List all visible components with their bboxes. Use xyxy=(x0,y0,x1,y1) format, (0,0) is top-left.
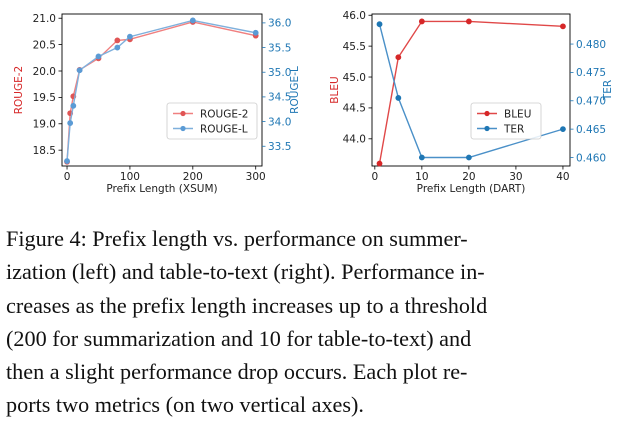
right-tick-label: 35.0 xyxy=(268,67,291,79)
data-point-ter xyxy=(376,21,383,28)
right-tick-label: 35.5 xyxy=(268,42,291,54)
data-point-rouge-l xyxy=(64,158,70,164)
data-point-rouge-l xyxy=(127,33,133,40)
legend-label: ROUGE-L xyxy=(200,123,248,135)
x-axis-label: Prefix Length (DART) xyxy=(417,183,526,195)
x-tick-label: 200 xyxy=(183,171,203,183)
caption-line: creases as the prefix length increases u… xyxy=(6,292,488,318)
data-point-rouge-l xyxy=(252,29,259,36)
data-point-ter xyxy=(418,154,425,161)
caption-line: ports two metrics (on two vertical axes)… xyxy=(6,392,364,418)
left-tick-label: 20.0 xyxy=(33,66,56,78)
data-point-rouge-l xyxy=(189,17,196,24)
legend-swatch-marker xyxy=(180,110,186,117)
data-point-rouge-l xyxy=(67,120,74,126)
x-tick-label: 30 xyxy=(509,171,522,183)
chart-xsum: 0 100 200 300 Prefix Length (XSUM) 18.5 19.0 19… xyxy=(13,13,301,195)
left-tick-label: 19.0 xyxy=(33,119,56,131)
series-line-rouge-2 xyxy=(66,21,256,162)
caption-line: then a slight performance drop occurs. E… xyxy=(6,359,468,385)
right-axis-label: ROUGE-L xyxy=(289,66,301,114)
data-point-ter xyxy=(560,126,566,133)
left-tick-label: 19.5 xyxy=(33,92,56,104)
right-tick-label: 34.5 xyxy=(268,92,291,104)
caption-line: (200 for summarization and 10 for table-… xyxy=(6,325,472,351)
left-tick-label: 18.5 xyxy=(33,145,56,157)
data-point-ter xyxy=(465,154,472,161)
left-tick-label: 45.0 xyxy=(343,72,366,84)
x-tick-label: 300 xyxy=(246,171,266,183)
data-point-rouge-l xyxy=(95,53,102,60)
x-tick-label: 0 xyxy=(64,171,71,183)
data-point-bleu xyxy=(418,18,425,25)
legend-label: TER xyxy=(503,123,524,135)
data-point-rouge-l xyxy=(70,102,77,109)
right-tick-label: 34.0 xyxy=(268,116,291,128)
left-tick-label: 46.0 xyxy=(343,10,366,22)
right-tick-label: 0.470 xyxy=(576,96,606,108)
right-tick-label: 36.0 xyxy=(268,18,291,30)
series-line-rouge-l xyxy=(66,19,256,162)
x-tick-label: 20 xyxy=(462,171,475,183)
left-tick-label: 45.5 xyxy=(343,41,366,53)
legend-swatch-marker xyxy=(484,125,490,132)
legend-swatch-marker xyxy=(484,110,490,117)
data-point-ter xyxy=(395,95,402,101)
plot-frame xyxy=(371,13,571,167)
data-point-rouge-l xyxy=(114,44,121,51)
caption-line: Figure 4: Prefix length vs. performance … xyxy=(6,226,468,251)
x-axis-label: Prefix Length (XSUM) xyxy=(106,183,217,195)
right-axis-label: TER xyxy=(602,80,614,101)
legend-label: ROUGE-2 xyxy=(200,108,249,120)
x-tick-label: 40 xyxy=(556,171,569,183)
chart-dart: 0 10 20 30 40 Prefix Length (DART) 44.0 44.5 45.… xyxy=(329,10,614,195)
x-tick-label: 0 xyxy=(371,171,378,183)
left-tick-label: 21.0 xyxy=(33,13,56,25)
data-point-rouge-2 xyxy=(114,37,121,44)
right-tick-label: 33.5 xyxy=(268,141,291,153)
figure-caption: Figure 4: Prefix length vs. performance … xyxy=(6,222,590,422)
data-point-bleu xyxy=(560,23,566,30)
x-tick-label: 100 xyxy=(120,171,140,183)
x-tick-label: 10 xyxy=(415,171,428,183)
right-tick-label: 0.460 xyxy=(576,152,606,164)
data-point-bleu xyxy=(376,160,383,167)
left-tick-label: 44.0 xyxy=(343,134,366,146)
data-point-rouge-l xyxy=(76,67,83,74)
right-tick-label: 0.480 xyxy=(576,39,606,51)
left-axis-label: BLEU xyxy=(329,76,341,103)
series-line-bleu xyxy=(378,20,563,164)
caption-line: ization (left) and table-to-text (right)… xyxy=(6,259,485,285)
legend-box xyxy=(166,102,258,140)
right-tick-label: 0.475 xyxy=(576,67,606,79)
left-tick-label: 20.5 xyxy=(33,39,56,51)
legend-label: BLEU xyxy=(504,108,531,120)
plot-frame xyxy=(61,13,263,167)
legend-swatch-marker xyxy=(180,125,186,132)
right-tick-label: 0.465 xyxy=(576,124,606,136)
data-point-bleu xyxy=(465,18,472,25)
left-axis-label: ROUGE-2 xyxy=(13,66,25,115)
data-point-bleu xyxy=(395,54,402,61)
left-tick-label: 44.5 xyxy=(343,103,366,115)
